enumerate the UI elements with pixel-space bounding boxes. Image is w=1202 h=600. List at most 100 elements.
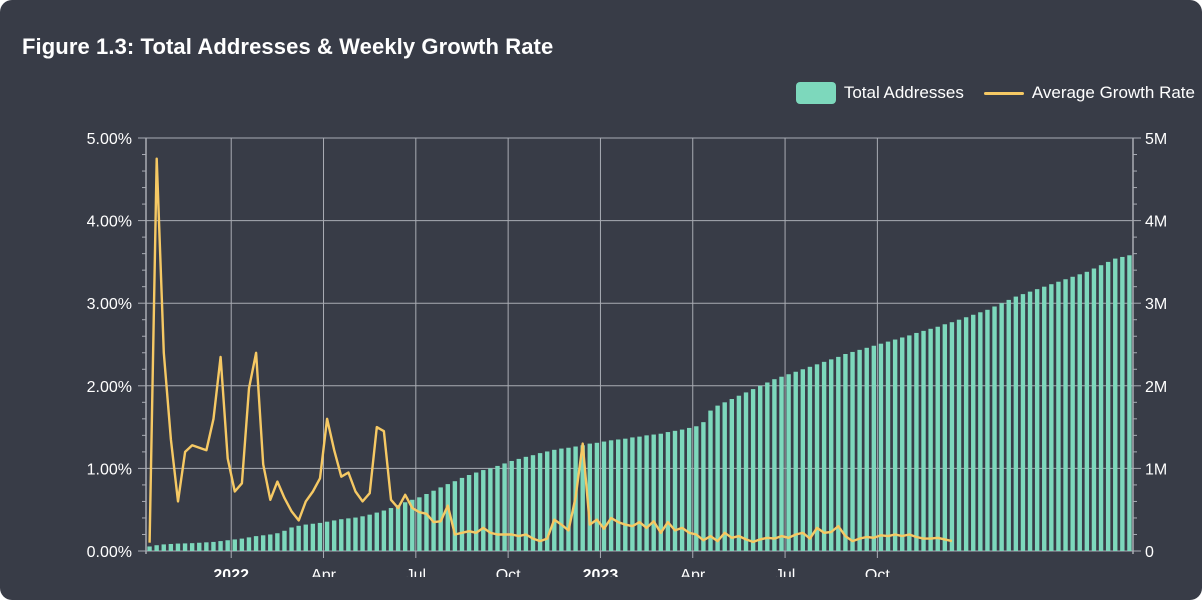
bar-total-addresses xyxy=(381,510,387,551)
bar-total-addresses xyxy=(530,455,536,551)
bar-total-addresses xyxy=(821,361,827,551)
bar-total-addresses xyxy=(963,317,969,551)
bar-total-addresses xyxy=(1098,265,1104,551)
bar-total-addresses xyxy=(374,512,379,551)
bar-total-addresses xyxy=(282,530,287,551)
bar-total-addresses xyxy=(1091,268,1097,551)
bar-total-addresses xyxy=(253,536,259,551)
legend: Total Addresses Average Growth Rate xyxy=(795,82,1195,104)
bar-total-addresses xyxy=(736,395,742,551)
bar-total-addresses xyxy=(644,435,649,551)
bar-total-addresses xyxy=(161,544,166,551)
right-axis-label: 5M xyxy=(1145,131,1167,148)
bar-total-addresses xyxy=(452,481,458,551)
bar-total-addresses xyxy=(658,433,664,551)
line-average-growth-rate xyxy=(148,157,953,544)
bar-total-addresses xyxy=(1013,296,1019,551)
bar-total-addresses xyxy=(630,437,635,551)
bar-total-addresses xyxy=(417,497,422,551)
bar-total-addresses xyxy=(914,332,919,551)
bar-total-addresses xyxy=(729,399,735,551)
bar-total-addresses xyxy=(715,405,720,551)
bar-total-addresses xyxy=(836,356,841,551)
bar-total-addresses xyxy=(708,410,713,551)
bar-total-addresses xyxy=(1056,281,1061,551)
bar-total-addresses xyxy=(857,349,862,551)
bar-total-addresses xyxy=(793,371,798,551)
bar-total-addresses xyxy=(942,324,948,551)
bar-total-addresses xyxy=(204,542,209,551)
right-axis-label: 4M xyxy=(1145,214,1167,231)
bar-total-addresses xyxy=(672,430,678,551)
bar-total-addresses xyxy=(502,463,507,551)
bar-total-addresses xyxy=(978,312,983,551)
bar-total-addresses xyxy=(289,527,294,551)
bar-total-addresses xyxy=(495,465,500,551)
bar-total-addresses xyxy=(353,517,358,551)
bar-total-addresses xyxy=(296,525,301,551)
legend-item-total-addresses[interactable]: Total Addresses xyxy=(795,82,964,104)
bar-total-addresses xyxy=(1063,279,1068,551)
x-axis-label: 2023 xyxy=(583,567,619,577)
bar-total-addresses xyxy=(317,522,323,551)
bar-total-addresses xyxy=(1006,299,1011,551)
bar-total-addresses xyxy=(552,449,557,551)
bar-total-addresses xyxy=(360,516,365,551)
right-axis-label: 2M xyxy=(1145,379,1167,396)
bar-total-addresses xyxy=(722,402,727,551)
chart-svg: 0.00% 1.00% 2.00% 3.00% 4.00% 5.00% 0 1M 2M 3M 4M 5… xyxy=(87,131,1168,577)
bar-total-addresses xyxy=(765,382,770,551)
legend-line-label: Average Growth Rate xyxy=(1031,83,1195,102)
bar-total-addresses xyxy=(268,534,273,551)
left-axis-label: 3.00% xyxy=(87,296,132,313)
right-axis-label: 0 xyxy=(1145,544,1154,561)
bar-total-addresses xyxy=(239,538,245,551)
bar-total-addresses xyxy=(971,314,976,551)
bar-total-addresses xyxy=(175,543,181,551)
bar-total-addresses xyxy=(1034,289,1040,551)
x-axis-label: 2022 xyxy=(213,567,249,577)
bar-total-addresses xyxy=(246,537,252,551)
x-axis-label: Jul xyxy=(406,567,426,577)
bar-total-addresses xyxy=(523,456,529,551)
bar-total-addresses xyxy=(907,335,912,551)
bar-total-addresses xyxy=(608,440,614,551)
bar-total-addresses xyxy=(537,453,543,551)
bar-total-addresses xyxy=(1049,284,1054,551)
bar-total-addresses xyxy=(871,345,877,551)
bar-total-addresses xyxy=(779,376,784,551)
bar-total-addresses xyxy=(388,508,394,551)
bar-total-addresses xyxy=(1120,256,1125,551)
bar-total-addresses xyxy=(687,427,692,551)
bar-total-addresses xyxy=(402,502,408,551)
bar-total-addresses xyxy=(885,341,891,551)
legend-item-average-growth-rate[interactable]: Average Growth Rate xyxy=(964,83,1195,103)
bar-total-addresses xyxy=(985,309,990,551)
bar-total-addresses xyxy=(559,448,564,551)
bar-total-addresses xyxy=(956,319,962,551)
bar-total-addresses xyxy=(168,543,174,551)
bar-total-addresses xyxy=(331,520,337,551)
bar-total-addresses xyxy=(566,447,571,551)
bar-total-addresses xyxy=(154,545,159,551)
bar-total-addresses xyxy=(679,429,685,551)
legend-line-swatch xyxy=(983,91,1024,95)
bar-total-addresses xyxy=(310,523,316,551)
bar-total-addresses xyxy=(637,436,642,551)
bar-total-addresses xyxy=(303,524,308,551)
bar-total-addresses xyxy=(481,470,486,551)
bar-total-addresses xyxy=(694,426,699,551)
bar-total-addresses xyxy=(1070,276,1075,551)
bar-total-addresses xyxy=(1084,271,1090,551)
bar-total-addresses xyxy=(800,369,806,551)
bar-total-addresses xyxy=(900,337,905,551)
bar-total-addresses xyxy=(864,347,869,551)
legend-bars-label: Total Addresses xyxy=(843,83,964,102)
bar-total-addresses xyxy=(225,540,230,551)
bar-total-addresses xyxy=(516,458,521,551)
bar-total-addresses xyxy=(488,468,493,551)
bar-total-addresses xyxy=(701,422,706,551)
bar-total-addresses xyxy=(892,339,898,551)
bar-total-addresses xyxy=(928,328,933,551)
